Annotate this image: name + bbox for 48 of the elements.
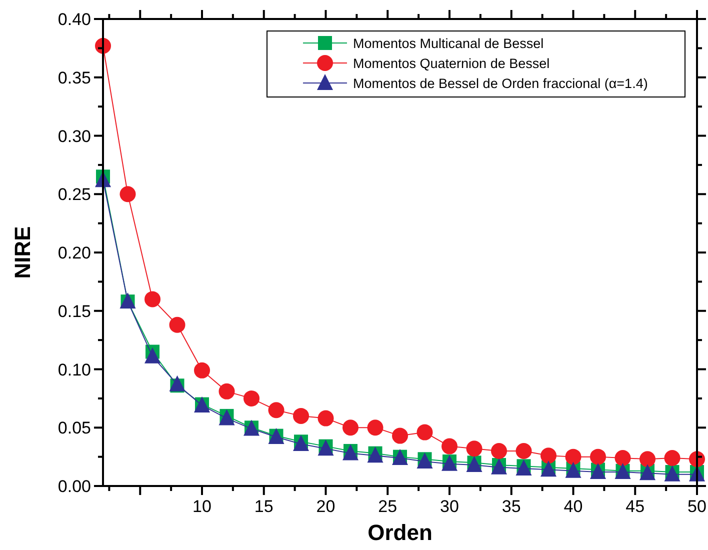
x-tick-label: 50 xyxy=(688,497,706,516)
x-tick-label: 15 xyxy=(254,497,274,516)
y-tick-label: 0.35 xyxy=(58,68,91,88)
point xyxy=(218,383,235,400)
point xyxy=(144,291,160,308)
x-tick-label: 25 xyxy=(378,497,398,516)
point xyxy=(491,442,507,459)
y-axis-title: NIRE xyxy=(10,226,35,279)
point xyxy=(169,316,186,333)
point xyxy=(244,390,260,406)
x-tick-label: 40 xyxy=(564,497,583,516)
point xyxy=(664,450,680,466)
x-tick-label: 30 xyxy=(440,497,459,516)
point xyxy=(416,424,433,440)
point xyxy=(144,347,160,364)
x-axis-title: Orden xyxy=(368,520,432,545)
point xyxy=(516,442,532,459)
y-tick-label: 0.10 xyxy=(58,360,91,380)
legend-label: Momentos Quaternion de Bessel xyxy=(353,56,550,71)
point xyxy=(194,362,210,378)
point xyxy=(268,402,284,418)
y-tick-label: 0.00 xyxy=(58,477,91,496)
point xyxy=(318,410,334,426)
legend-label: Momentos Multicanal de Bessel xyxy=(353,36,544,51)
x-tick-label: 45 xyxy=(626,497,645,516)
point xyxy=(169,375,186,392)
legend-label: Momentos de Bessel de Orden fraccional (α=1.4) xyxy=(353,76,648,91)
point xyxy=(540,448,556,464)
x-tick-label: 10 xyxy=(192,497,212,516)
point xyxy=(466,440,482,457)
point xyxy=(590,448,606,465)
y-tick-label: 0.05 xyxy=(58,418,91,438)
point xyxy=(392,428,408,444)
point xyxy=(342,420,358,436)
point xyxy=(293,408,309,424)
point xyxy=(614,450,631,466)
x-tick-label: 20 xyxy=(316,497,336,516)
y-tick-label: 0.20 xyxy=(58,244,91,262)
point xyxy=(565,448,582,465)
point xyxy=(442,438,458,454)
point xyxy=(120,186,136,202)
y-tick-label: 0.15 xyxy=(58,302,91,321)
point xyxy=(640,451,656,468)
y-tick-label: 0.30 xyxy=(58,126,91,146)
point xyxy=(367,420,384,436)
y-tick-label: 0.25 xyxy=(58,185,91,204)
x-tick-label: 35 xyxy=(502,497,521,516)
y-tick-label: 0.40 xyxy=(58,10,91,29)
